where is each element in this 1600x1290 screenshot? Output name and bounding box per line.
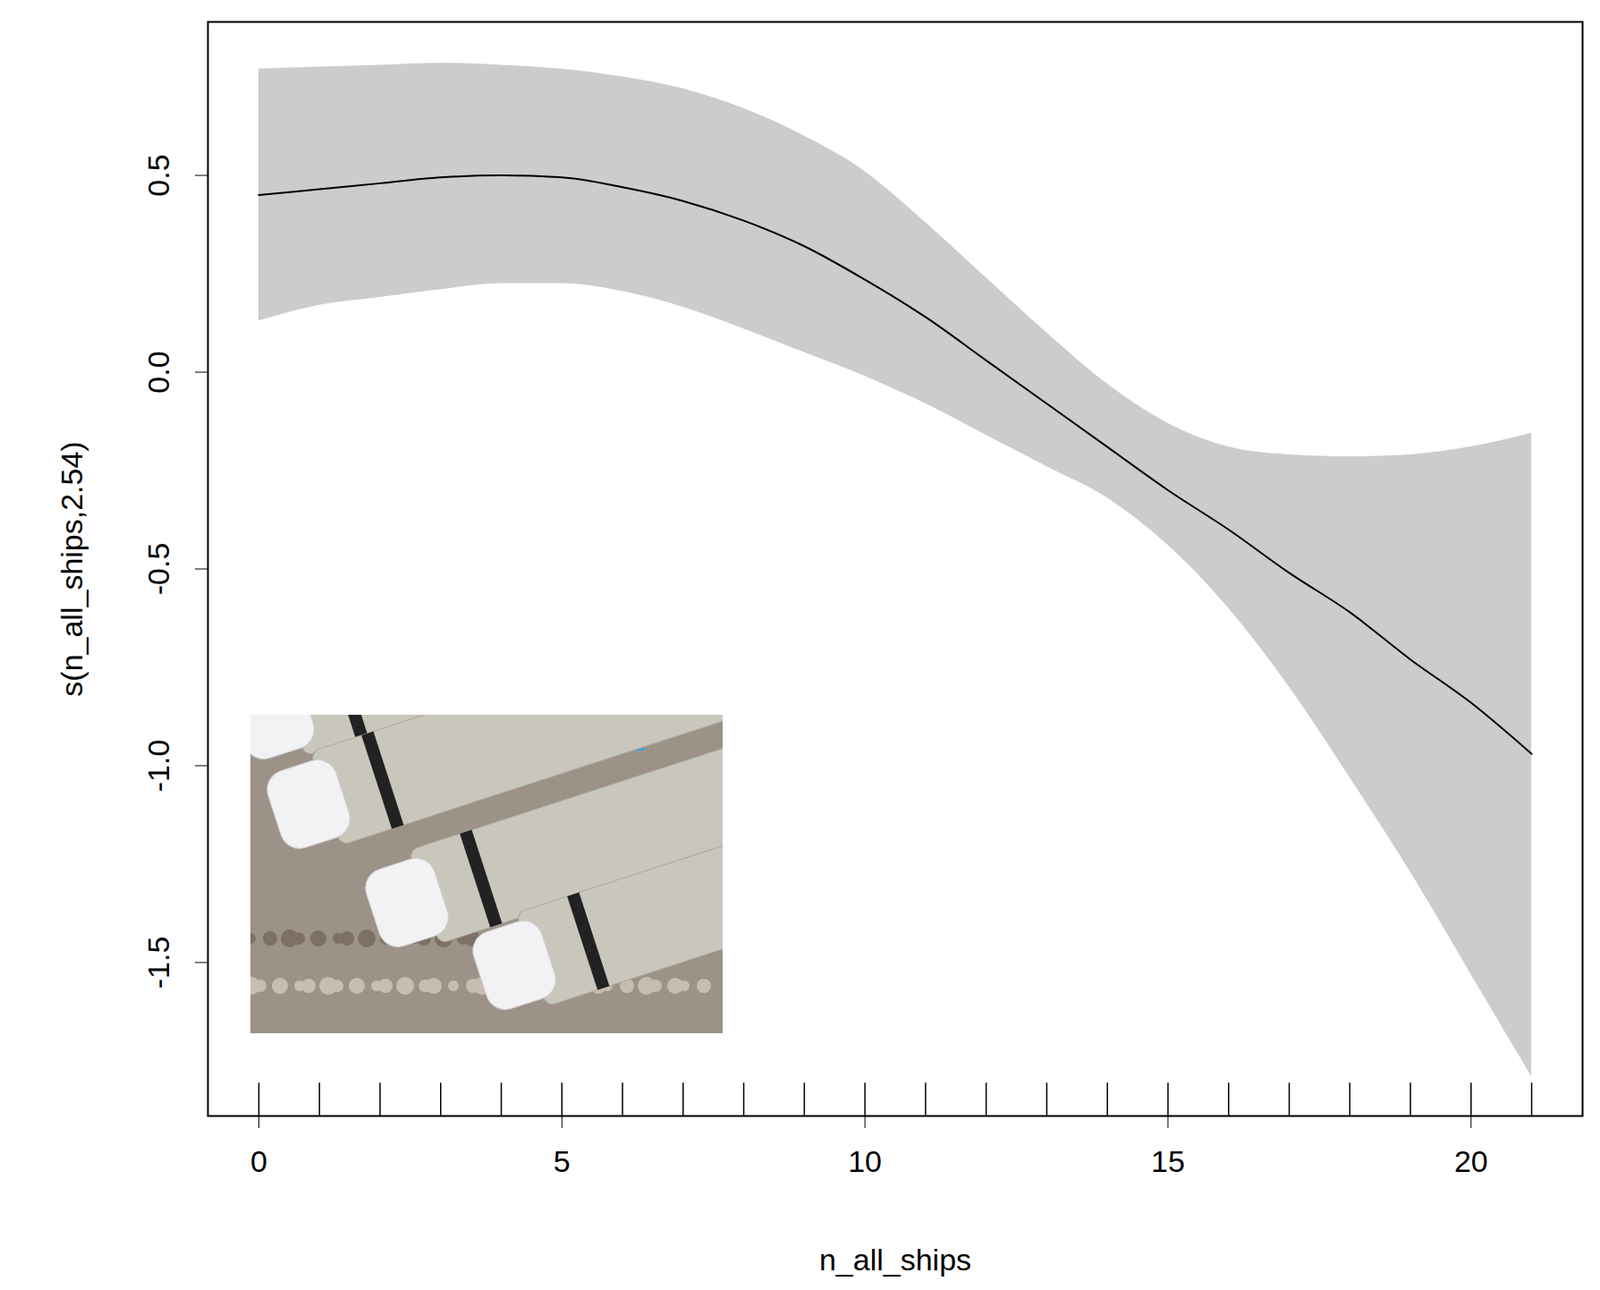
svg-text:0.0: 0.0 xyxy=(141,350,176,393)
svg-text:-0.5: -0.5 xyxy=(141,542,176,596)
svg-text:15: 15 xyxy=(1151,1143,1186,1178)
svg-text:5: 5 xyxy=(553,1143,571,1178)
svg-text:n_all_ships: n_all_ships xyxy=(819,1242,972,1277)
svg-text:20: 20 xyxy=(1454,1143,1489,1178)
svg-text:-1.0: -1.0 xyxy=(141,739,176,793)
svg-text:s(n_all_ships,2.54): s(n_all_ships,2.54) xyxy=(54,440,89,696)
svg-text:-1.5: -1.5 xyxy=(141,936,176,990)
svg-text:0.5: 0.5 xyxy=(141,153,176,196)
svg-text:0: 0 xyxy=(250,1143,268,1178)
svg-text:10: 10 xyxy=(847,1143,882,1178)
